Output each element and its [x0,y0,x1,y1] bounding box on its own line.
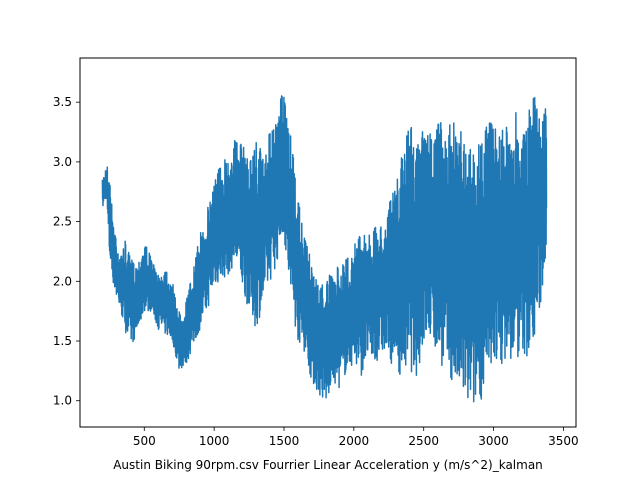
y-tick-label: 1.5 [53,334,72,348]
x-tick-label: 3500 [548,434,579,448]
y-tick-label: 1.0 [53,394,72,408]
x-tick-label: 500 [133,434,156,448]
x-tick-label: 1000 [199,434,230,448]
y-axis-ticks: 1.0 1.5 2.0 2.5 3.0 3.5 [53,95,80,408]
x-tick-label: 2500 [408,434,439,448]
x-tick-label: 1500 [269,434,300,448]
x-axis-label: Austin Biking 90rpm.csv Fourrier Linear … [113,458,543,472]
x-axis-ticks: 500 1000 1500 2000 2500 3000 3500 [133,427,579,448]
y-tick-label: 2.0 [53,274,72,288]
axes-frame [79,57,577,428]
y-tick-label: 3.0 [53,155,72,169]
x-tick-label: 2000 [339,434,370,448]
y-tick-label: 2.5 [53,215,72,229]
series-line [101,95,548,403]
x-tick-label: 3000 [478,434,509,448]
y-tick-label: 3.5 [53,95,72,109]
plot-area [101,95,548,403]
